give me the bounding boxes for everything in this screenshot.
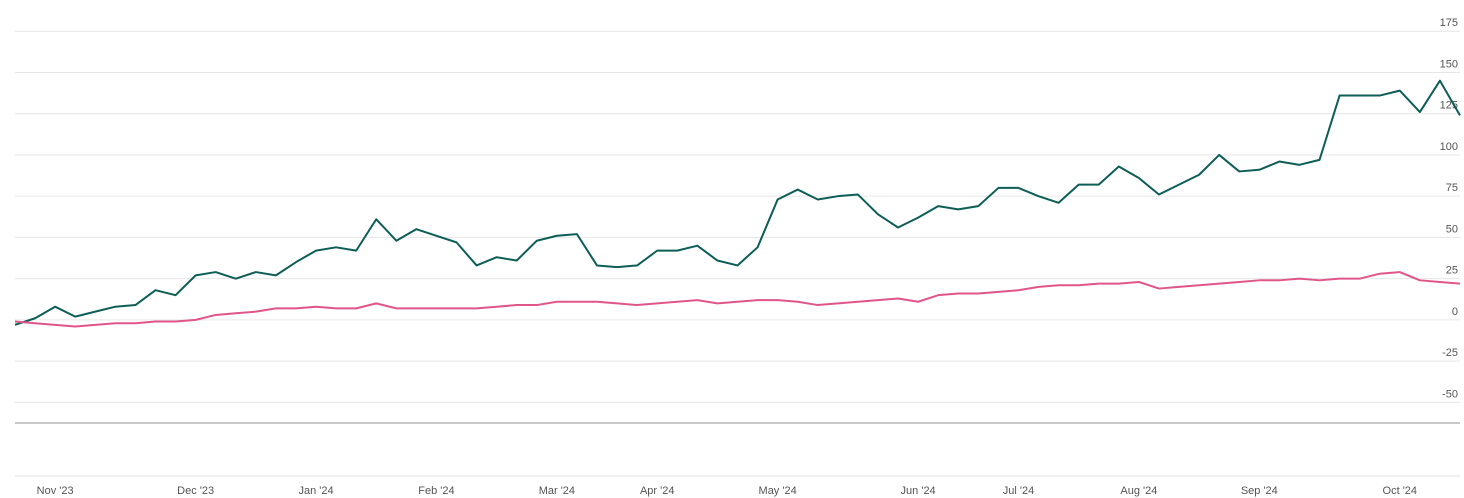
y-tick-label: -25	[1442, 347, 1458, 359]
x-tick-label: Jul '24	[1003, 485, 1034, 497]
x-tick-label: Jan '24	[298, 485, 333, 497]
y-tick-label: 150	[1440, 58, 1458, 70]
y-tick-label: 25	[1446, 265, 1458, 277]
y-tick-label: 175	[1440, 17, 1458, 29]
x-tick-label: Apr '24	[640, 485, 675, 497]
y-tick-label: -50	[1442, 388, 1458, 400]
x-tick-label: Oct '24	[1383, 485, 1418, 497]
y-tick-label: 50	[1446, 223, 1458, 235]
y-tick-label: 75	[1446, 182, 1458, 194]
y-tick-label: 100	[1440, 141, 1458, 153]
x-tick-label: Jun '24	[901, 485, 936, 497]
x-tick-label: Aug '24	[1120, 485, 1157, 497]
x-tick-label: Feb '24	[418, 485, 454, 497]
series-line	[14, 271, 1461, 328]
x-tick-label: Dec '23	[177, 485, 214, 497]
series-line	[14, 79, 1461, 326]
x-tick-label: May '24	[759, 485, 797, 497]
x-tick-label: Nov '23	[37, 485, 74, 497]
x-tick-label: Sep '24	[1241, 485, 1278, 497]
y-tick-label: 0	[1452, 306, 1458, 318]
x-tick-label: Mar '24	[539, 485, 575, 497]
